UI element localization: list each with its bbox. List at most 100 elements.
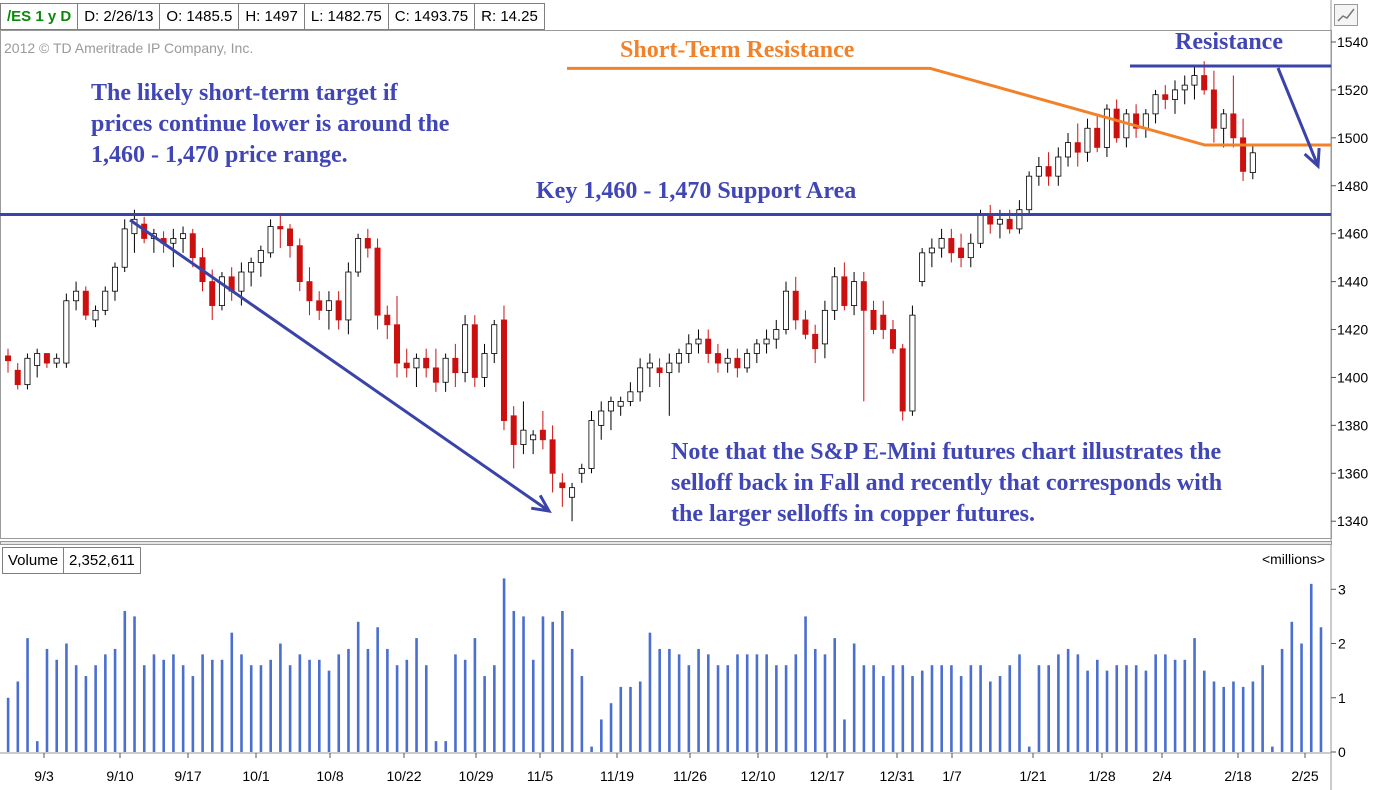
candle-body	[734, 357, 741, 369]
volume-bar	[891, 665, 895, 752]
candle-body	[1094, 127, 1101, 148]
candle-body	[355, 238, 362, 273]
candle	[374, 238, 381, 330]
candle-body	[432, 367, 439, 383]
fall-selloff-arrow-icon	[129, 218, 552, 513]
candle	[1172, 80, 1179, 114]
candle	[5, 348, 11, 373]
volume-bar	[279, 643, 282, 752]
candle-body	[705, 338, 712, 354]
candle	[958, 233, 965, 268]
candle-body	[1181, 84, 1188, 91]
volume-bar	[668, 648, 671, 752]
panel-separator	[0, 541, 1332, 545]
volume-bar	[648, 632, 652, 752]
date-tick-label: 12/31	[879, 768, 914, 784]
volume-bar	[1280, 648, 1284, 752]
candle	[53, 353, 60, 368]
volume-bar	[94, 665, 97, 752]
candle	[734, 348, 741, 378]
volume-bar	[1008, 665, 1012, 752]
candle-body	[588, 420, 595, 469]
candle	[403, 348, 410, 378]
volume-bar	[969, 665, 973, 752]
candle	[34, 348, 41, 378]
candle-body	[1220, 113, 1227, 129]
volume-bar	[16, 681, 20, 752]
price-tick-label: 1500	[1337, 130, 1368, 146]
date-tick-label: 1/21	[1019, 768, 1046, 784]
volume-bar	[911, 676, 914, 752]
volume-bar	[424, 665, 428, 752]
volume-bar	[619, 686, 623, 752]
candle-body	[218, 276, 225, 306]
candle	[364, 228, 371, 258]
volume-bar	[1037, 665, 1041, 752]
candle	[685, 334, 692, 364]
candle	[306, 267, 313, 316]
volume-bar	[638, 681, 642, 752]
candle	[899, 343, 906, 421]
candle-body	[919, 252, 926, 283]
open-label: O: 1485.5	[160, 4, 240, 29]
candle-body	[1172, 89, 1179, 100]
volume-bar	[1212, 681, 1216, 752]
date-tick-label: 9/3	[34, 768, 54, 784]
candle	[316, 291, 323, 320]
date-tick-label: 2/18	[1224, 768, 1251, 784]
candle	[111, 262, 118, 301]
candle	[82, 286, 89, 320]
candle-body	[948, 238, 955, 254]
volume-bar	[920, 670, 924, 752]
candle-body	[5, 355, 11, 362]
candle-body	[393, 324, 400, 364]
volume-bar	[133, 616, 136, 752]
candle-body	[744, 353, 751, 369]
volume-bar	[1115, 665, 1119, 752]
volume-bar	[240, 654, 243, 752]
candle	[987, 204, 994, 234]
volume-bar	[1290, 621, 1294, 752]
candle	[1026, 171, 1033, 215]
candle	[520, 401, 527, 455]
candle-body	[500, 319, 507, 421]
candle	[63, 293, 70, 368]
candle-body	[646, 362, 653, 369]
candle-body	[423, 357, 430, 369]
candle	[578, 463, 585, 483]
volume-bar	[1261, 665, 1264, 752]
candle	[170, 228, 177, 268]
high-label: H: 1497	[239, 4, 305, 29]
volume-bar	[600, 719, 603, 752]
candle-body	[773, 329, 780, 340]
volume-bar	[84, 676, 88, 752]
candle	[267, 219, 274, 258]
candle	[73, 281, 80, 311]
copyright-text: 2012 © TD Ameritrade IP Company, Inc.	[4, 40, 254, 56]
symbol-label[interactable]: /ES 1 y D	[1, 4, 79, 29]
target-note: The likely short-term target if prices c…	[91, 80, 450, 168]
candle-body	[374, 247, 381, 316]
date-axis: 9/3 9/10 9/17 10/1 10/8 10/22 10/29 11/5 11/19 11…	[34, 753, 1319, 784]
volume-bar	[269, 659, 272, 752]
candle	[627, 382, 634, 407]
candle-body	[306, 281, 313, 302]
candle	[569, 482, 576, 522]
volume-bar	[687, 665, 691, 752]
volume-bar	[959, 676, 963, 752]
volume-header: Volume 2,352,611	[2, 547, 141, 574]
volume-bar	[1076, 654, 1080, 752]
chart-settings-button[interactable]	[1334, 4, 1358, 26]
volume-bar	[570, 648, 574, 752]
candle	[481, 343, 488, 388]
candle	[851, 272, 858, 316]
candle-body	[471, 324, 478, 378]
candle	[131, 209, 138, 253]
candle-body	[248, 262, 255, 273]
price-tick-label: 1540	[1337, 34, 1368, 50]
candle	[753, 339, 760, 364]
date-tick-label: 9/10	[106, 768, 133, 784]
volume-bar	[347, 648, 350, 752]
candle	[413, 353, 420, 388]
volume-bar	[804, 616, 807, 752]
